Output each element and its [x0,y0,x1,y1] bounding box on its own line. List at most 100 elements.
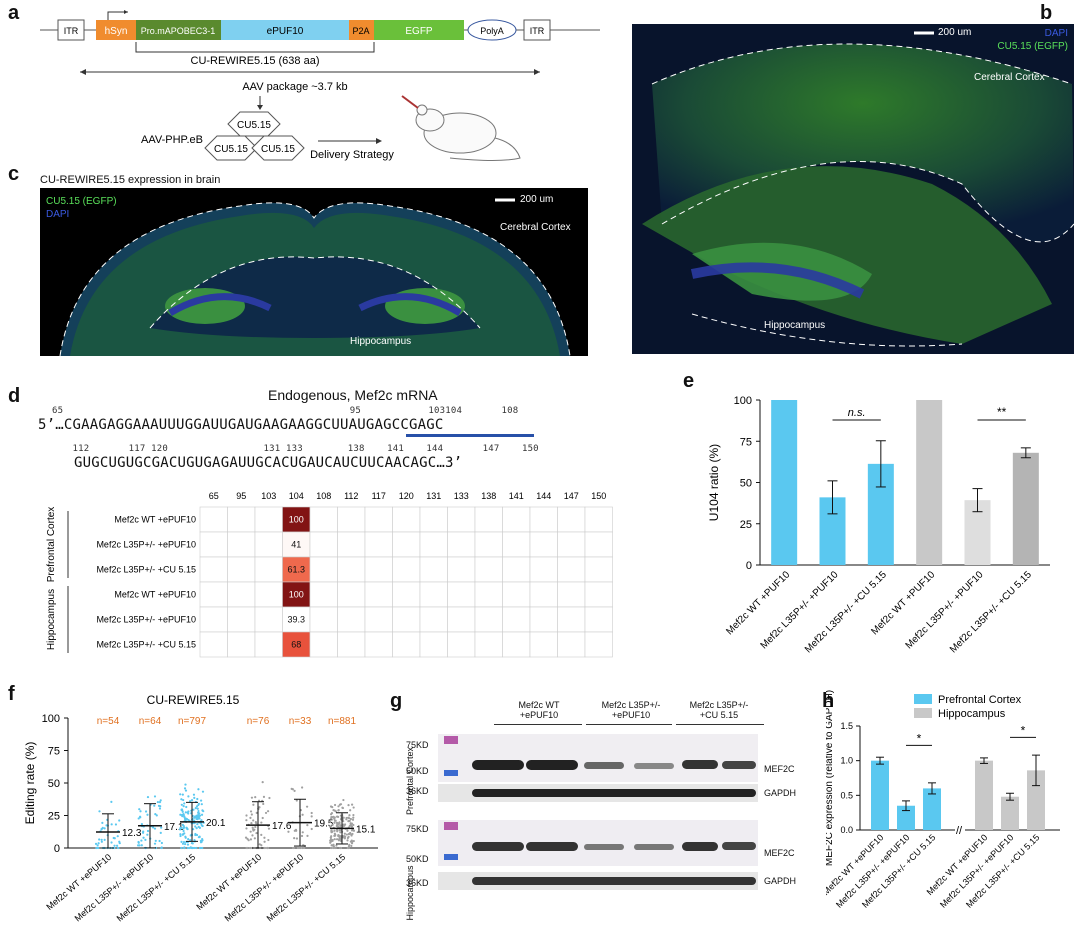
f-point [250,821,253,825]
f-point [116,835,119,838]
f-point [332,846,335,850]
heatmap-cell [529,556,558,583]
heatmap-value: 61.3 [287,565,305,575]
panel-f-letter: f [8,683,15,705]
f-point [249,810,253,813]
f-point [179,827,182,830]
heatmap-cell [529,506,558,533]
h-bar [871,760,889,830]
f-point [300,834,304,838]
f-point [189,839,192,842]
f-point [187,837,190,841]
heatmap-cell [337,606,366,633]
f-point [180,798,183,801]
f-point [341,806,345,810]
heatmap-cell [227,581,256,608]
heatmap-cell [309,606,338,633]
f-point [333,809,336,812]
g-region-2: Hippocampus [405,865,415,921]
panel-b-scale: 200 um [938,27,972,38]
heatmap-cell [474,506,503,533]
particle-3-label: CU5.15 [261,144,295,155]
h-legend-label: Hippocampus [938,708,1006,720]
e-xtick-label: Mef2c L35P+/- +CU 5.15 [948,569,1034,655]
panel-c-image: CU5.15 (EGFP) DAPI 200 um Cerebral Corte… [40,188,588,357]
f-point [346,829,349,832]
f-point [293,837,296,840]
f-point [180,803,183,806]
heatmap-cell [447,556,476,583]
f-point [352,813,355,817]
f-point [185,805,188,809]
f-point [333,819,337,822]
apobec-label: Pro.mAPOBEC3-1 [141,26,216,36]
f-ytick-label: 50 [48,778,60,790]
f-point [190,841,193,845]
h-ytick-label: 1.0 [840,756,853,766]
f-point [335,824,339,827]
e-ylabel: U104 ratio (%) [707,444,721,521]
heatmap-row-label: Mef2c L35P+/- +CU 5.15 [96,565,196,575]
f-point [181,833,184,836]
heatmap-value: 39.3 [287,615,305,625]
egfp-box [374,20,464,40]
heatmap-cell [227,506,256,533]
heatmap-cell [364,631,393,658]
f-point [179,834,182,838]
panel-d-letter: d [8,385,21,407]
e-ytick-label: 0 [746,560,752,572]
panel-b-legend-egfp: CU5.15 (EGFP) [997,41,1068,52]
f-point [194,807,197,810]
f-point [332,815,335,818]
f-point [245,827,248,830]
e-xtick-label: Mef2c L35P+/- +CU 5.15 [803,569,889,655]
f-point [250,796,254,799]
f-point [103,838,106,841]
heatmap-cell [502,606,531,633]
f-title: CU-REWIRE5.15 [147,693,240,707]
f-point [200,813,204,816]
apobec-box [136,20,221,40]
f-point [112,836,115,840]
f-point [263,846,267,850]
f-point [100,840,103,843]
e-bar [1012,452,1039,565]
f-point [184,783,187,786]
f-point [335,844,338,847]
itr-right-box [523,19,551,41]
f-point [154,813,157,816]
f-point [184,811,187,814]
heatmap-cell [364,556,393,583]
heatmap-cell [337,506,366,533]
f-point [249,846,252,850]
f-point [110,841,113,844]
panel-b-cortex-label: Cerebral Cortex [974,72,1045,83]
f-xtick-label: Mef2c L35P+/- +CU 5.15 [265,852,348,924]
f-point [346,836,349,840]
f-point [332,844,335,847]
heatmap-cell [199,531,228,558]
f-point [117,846,120,850]
heatmap-cell [337,556,366,583]
h-bar [975,760,993,830]
f-point [350,842,354,845]
h-bar [1001,796,1019,830]
f-point [249,838,253,841]
f-point [267,827,271,830]
f-point [345,833,349,836]
heatmap-cell [227,531,256,558]
panel-c-title: CU-REWIRE5.15 expression in brain [40,174,221,186]
f-point [183,846,186,850]
f-point [198,835,201,839]
f-point [287,830,290,833]
heatmap-cell [584,506,613,533]
f-point [339,846,342,850]
f-point [195,846,198,850]
g-mw-50: 50KD [406,766,429,776]
f-point [352,816,355,819]
f-point [334,846,337,850]
package-size: AAV package ~3.7 kb [242,81,347,93]
h-bar [923,788,941,830]
f-point [305,805,309,808]
